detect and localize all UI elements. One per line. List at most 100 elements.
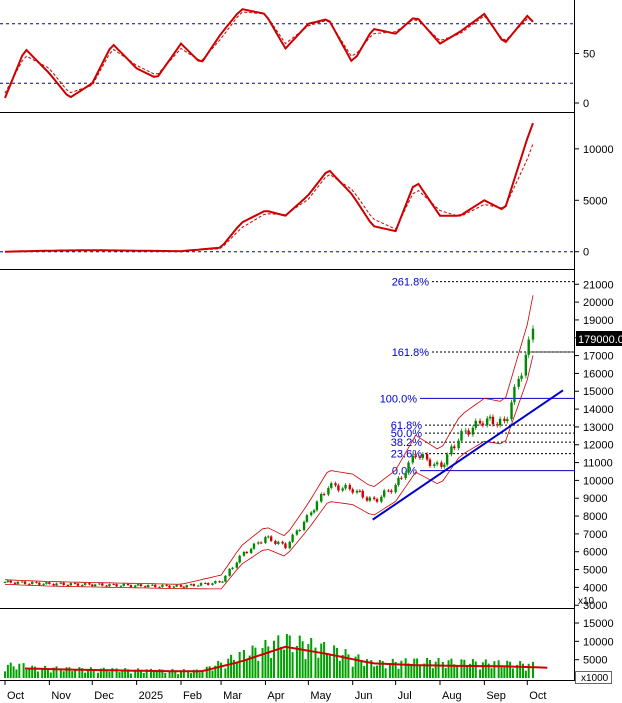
volume-bar <box>238 651 241 678</box>
volume-bar <box>145 669 148 678</box>
volume-bar <box>460 659 463 678</box>
volume-bar <box>441 662 444 678</box>
price-candle-body <box>224 575 227 582</box>
price-candle-body <box>527 339 530 355</box>
volume-bar <box>142 672 145 678</box>
price-candle-body <box>305 515 309 522</box>
month-tick-label: Oct <box>7 690 24 702</box>
price-tick-label: 10000 <box>583 475 614 487</box>
price-candle-body <box>269 536 273 541</box>
fibonacci-level-label: 161.8% <box>392 347 430 359</box>
volume-bar <box>261 647 264 678</box>
volume-bar <box>404 658 407 678</box>
month-tick-label: Apr <box>267 690 284 702</box>
volume-bar <box>447 660 450 678</box>
volume-bar <box>28 669 31 678</box>
volume-bar <box>434 661 437 678</box>
volume-bar <box>400 660 403 678</box>
volume-bar <box>431 668 434 678</box>
volume-bar <box>437 657 440 678</box>
price-candle-body <box>168 585 171 588</box>
price-tick-label: 4000 <box>583 582 607 594</box>
volume-bar <box>450 658 453 678</box>
volume-bar <box>463 659 466 678</box>
price-candle-body <box>394 485 397 493</box>
volume-bar <box>413 658 416 678</box>
price-candle-body <box>315 501 319 511</box>
month-tick-label: Feb <box>183 690 202 702</box>
volume-bar <box>182 669 185 678</box>
volume-bar <box>344 649 347 678</box>
price-candle-body <box>312 510 316 513</box>
volume-bar <box>105 670 108 678</box>
price-candle-body <box>88 583 91 585</box>
price-candle-body <box>242 551 246 556</box>
price-candle-body <box>105 585 108 587</box>
price-candle-body <box>414 455 417 458</box>
volume-bar <box>320 643 323 678</box>
price-candle-body <box>23 581 27 584</box>
month-tick-label: Jul <box>398 690 412 702</box>
price-tick-label: 15000 <box>583 386 614 398</box>
price-candle-body <box>48 582 51 584</box>
volume-bar <box>410 665 413 678</box>
price-candle-body <box>115 584 118 587</box>
volume-bar <box>456 665 459 678</box>
price-candle-body <box>407 462 410 473</box>
volume-multiplier-box <box>575 671 612 684</box>
price-candle-body <box>119 585 123 587</box>
volume-bar <box>190 673 193 678</box>
price-candle-body <box>76 583 80 586</box>
volume-bar <box>152 671 155 678</box>
price-candle-body <box>189 584 193 586</box>
volume-bar <box>149 668 152 678</box>
price-candle-body <box>435 462 439 465</box>
price-candle-body <box>245 551 249 553</box>
price-candle-body <box>400 477 403 479</box>
last-price-tag: 179000.0 <box>576 331 622 346</box>
volume-bar <box>366 659 369 678</box>
volume-bar <box>41 668 44 678</box>
fibonacci-level-label: 0.0% <box>392 466 417 478</box>
price-candle-body <box>277 541 280 544</box>
volume-bar <box>139 670 142 678</box>
month-tick-label: Sep <box>486 690 506 702</box>
price-candle-body <box>411 455 415 463</box>
price-candle-body <box>486 418 489 426</box>
volume-bar <box>198 672 201 678</box>
volume-bar <box>506 660 509 678</box>
volume-bar <box>195 669 198 678</box>
month-axis: Oct Nov Dec 2025 Feb Mar Apr May Jun Jul Aug Sep Oct <box>4 680 546 702</box>
volume-bar <box>394 661 397 678</box>
volume-bar <box>129 673 132 678</box>
price-candle-body <box>204 583 207 585</box>
volume-bar <box>62 671 65 678</box>
volume-bar <box>295 645 298 678</box>
volume-bar <box>532 661 534 678</box>
momentum-main-line <box>4 122 534 253</box>
price-tick-label: 9000 <box>583 493 607 505</box>
price-candle-body <box>474 420 477 428</box>
oscillator-tick-label: 50 <box>583 49 595 61</box>
volume-bar <box>171 668 174 678</box>
volume-average-line <box>24 645 548 673</box>
volume-bar <box>18 663 21 678</box>
price-candle-body <box>101 583 104 586</box>
volume-bar <box>6 664 9 678</box>
volume-bar <box>245 659 248 678</box>
volume-bar <box>381 661 384 678</box>
price-candle-body <box>380 496 383 502</box>
volume-bar <box>484 659 487 678</box>
price-tick-label: 17000 <box>583 351 614 363</box>
price-candle-body <box>457 440 460 449</box>
price-candle-body <box>228 568 231 576</box>
price-tick-label: 3000 <box>583 600 607 612</box>
volume-bar <box>102 667 105 678</box>
month-tick-label: Nov <box>51 690 71 702</box>
volume-bar <box>127 669 130 678</box>
price-candle-body <box>365 497 369 501</box>
price-candle-body <box>488 416 492 419</box>
price-candle-body <box>310 512 313 516</box>
